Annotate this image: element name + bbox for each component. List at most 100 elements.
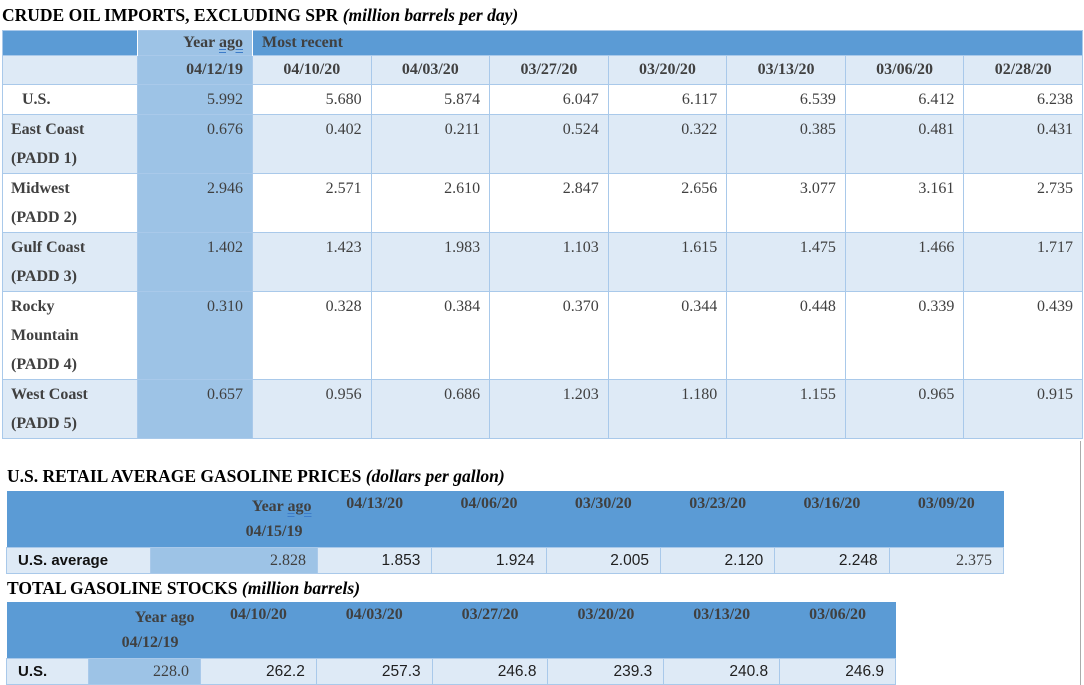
value-cell: 0.328 <box>252 291 372 380</box>
year-ago-value: 5.992 <box>137 84 253 115</box>
crude-oil-imports-table: Year ago Most recent 04/12/19 04/10/20 04/03… <box>2 30 1083 439</box>
title-text: CRUDE OIL IMPORTS, EXCLUDING SPR <box>2 5 339 25</box>
value-cell: 1.103 <box>489 232 609 292</box>
value-cell: 1.466 <box>844 232 965 292</box>
date-column-header: 03/13/20 <box>663 602 780 659</box>
section-gasoline-stocks: TOTAL GASOLINE STOCKS (million barrels) … <box>0 577 1084 685</box>
date-column-header: 03/20/20 <box>607 55 728 85</box>
year-ago-value: 2.946 <box>137 173 253 233</box>
date-column-header: 03/27/20 <box>489 55 609 85</box>
value-cell: 2.248 <box>774 547 890 574</box>
row-label-east-coast: East Coast (PADD 1) <box>2 114 138 174</box>
table-title-gasoline-stocks: TOTAL GASOLINE STOCKS (million barrels) <box>7 577 1084 600</box>
year-ago-label: Year ago <box>134 609 195 626</box>
value-cell: 5.680 <box>252 84 372 115</box>
gasoline-prices-table: Year ago 04/15/19 04/13/20 04/06/20 03/30/20… <box>6 491 1005 574</box>
value-cell: 6.238 <box>963 84 1083 115</box>
year-ago-header: Year ago 04/12/19 <box>88 602 201 659</box>
gasoline-stocks-table: Year ago 04/12/19 04/10/20 04/03/20 03/27/20… <box>6 602 896 685</box>
date-column-header: 04/13/20 <box>317 491 432 548</box>
value-cell: 0.344 <box>607 291 728 380</box>
table-title-crude-oil-imports: CRUDE OIL IMPORTS, EXCLUDING SPR (millio… <box>2 4 1084 27</box>
date-column-header: 04/03/20 <box>370 55 491 85</box>
year-ago-date-header: 04/12/19 <box>121 634 179 651</box>
value-cell: 2.571 <box>252 173 372 233</box>
table-row: West Coast (PADD 5) 0.657 0.956 0.686 1.203 1.… <box>2 379 1083 439</box>
year-ago-value: 1.402 <box>137 232 253 292</box>
table-row: Rocky Mountain (PADD 4) 0.310 0.328 0.384 0.37… <box>2 291 1083 380</box>
value-cell: 1.475 <box>726 232 846 292</box>
value-cell: 2.120 <box>659 547 776 574</box>
value-cell: 0.211 <box>370 114 491 174</box>
year-ago-label: Year ago <box>251 498 312 515</box>
title-unit-subtitle: (million barrels per day) <box>342 5 519 25</box>
header-blank-cell <box>2 55 138 85</box>
value-cell: 0.524 <box>489 114 609 174</box>
header-row: Year ago 04/12/19 04/10/20 04/03/20 03/27/20… <box>6 602 896 659</box>
value-cell: 2.610 <box>370 173 491 233</box>
most-recent-header: Most recent <box>252 30 1083 56</box>
value-cell: 0.439 <box>963 291 1083 380</box>
table-row: U.S. 5.992 5.680 5.874 6.047 6.117 6.539 6.412 6… <box>2 84 1083 115</box>
value-cell: 0.384 <box>370 291 491 380</box>
value-cell: 1.180 <box>607 379 728 439</box>
value-cell: 0.448 <box>726 291 846 380</box>
row-label-west-coast: West Coast (PADD 5) <box>2 379 138 439</box>
value-cell: 1.853 <box>316 547 433 574</box>
section-gasoline-prices: U.S. RETAIL AVERAGE GASOLINE PRICES (dol… <box>0 465 1084 574</box>
value-cell: 0.956 <box>252 379 372 439</box>
value-cell: 3.077 <box>726 173 846 233</box>
value-cell: 6.412 <box>844 84 965 115</box>
value-cell: 0.965 <box>844 379 965 439</box>
year-ago-value: 2.828 <box>150 547 318 574</box>
table-row: Midwest (PADD 2) 2.946 2.571 2.610 2.847 2.656… <box>2 173 1083 233</box>
row-label-rocky: Rocky Mountain (PADD 4) <box>2 291 138 380</box>
title-unit-subtitle: (million barrels) <box>241 578 361 598</box>
year-ago-date-header: 04/12/19 <box>137 55 253 85</box>
value-cell: 1.717 <box>963 232 1083 292</box>
date-column-header: 03/30/20 <box>546 491 661 548</box>
header-row-groups: Year ago Most recent <box>2 30 1083 56</box>
title-unit-subtitle: (dollars per gallon) <box>365 466 505 486</box>
date-column-header: 02/28/20 <box>963 55 1083 85</box>
date-column-header: 04/06/20 <box>431 491 547 548</box>
value-cell: 1.155 <box>726 379 846 439</box>
value-cell: 0.370 <box>489 291 609 380</box>
window-edge-line <box>1080 441 1081 685</box>
row-label-u-s: U.S. <box>2 84 138 115</box>
year-ago-date-header: 04/15/19 <box>245 523 303 540</box>
year-ago-header: Year ago 04/15/19 <box>150 491 318 548</box>
table-row: U.S. average 2.828 1.853 1.924 2.005 2.120 2.2… <box>6 547 1005 574</box>
value-cell: 2.847 <box>489 173 609 233</box>
value-cell: 0.385 <box>726 114 846 174</box>
year-ago-link[interactable]: ago <box>287 498 312 515</box>
title-text: TOTAL GASOLINE STOCKS <box>7 578 238 598</box>
row-label-midwest: Midwest (PADD 2) <box>2 173 138 233</box>
header-corner-cell <box>6 491 151 548</box>
value-cell: 0.481 <box>844 114 965 174</box>
value-cell: 1.423 <box>252 232 372 292</box>
value-cell: 6.047 <box>489 84 609 115</box>
year-ago-value: 0.310 <box>137 291 253 380</box>
value-cell: 0.686 <box>370 379 491 439</box>
date-column-header: 03/27/20 <box>432 602 548 659</box>
value-cell: 1.615 <box>607 232 728 292</box>
date-column-header: 03/16/20 <box>774 491 890 548</box>
value-cell: 2.005 <box>545 547 661 574</box>
value-cell: 1.983 <box>370 232 491 292</box>
value-cell: 6.117 <box>607 84 728 115</box>
value-cell: 2.375 <box>888 547 1005 574</box>
value-cell: 2.735 <box>963 173 1083 233</box>
title-text: U.S. RETAIL AVERAGE GASOLINE PRICES <box>7 466 362 486</box>
row-label-u-s-average: U.S. average <box>6 547 151 574</box>
date-column-header: 04/03/20 <box>316 602 433 659</box>
value-cell: 2.656 <box>607 173 728 233</box>
value-cell: 0.402 <box>252 114 372 174</box>
date-column-header: 03/13/20 <box>726 55 846 85</box>
date-column-header: 03/06/20 <box>779 602 896 659</box>
value-cell: 0.339 <box>844 291 965 380</box>
year-ago-link[interactable]: ago <box>219 34 243 51</box>
petroleum-report-page: CRUDE OIL IMPORTS, EXCLUDING SPR (millio… <box>0 4 1084 685</box>
table-row: East Coast (PADD 1) 0.676 0.402 0.211 0.524 0.… <box>2 114 1083 174</box>
header-row: Year ago 04/15/19 04/13/20 04/06/20 03/30/20… <box>6 491 1004 548</box>
